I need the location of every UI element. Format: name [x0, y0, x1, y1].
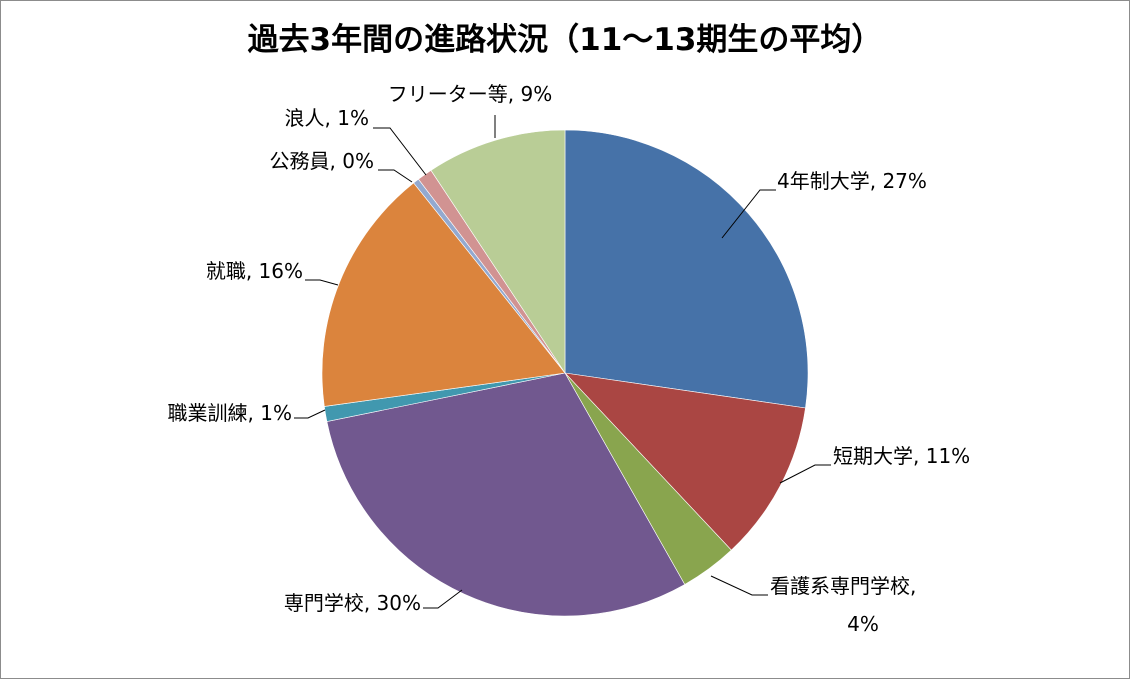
- slice-label-9: フリーター等, 9%: [388, 82, 552, 106]
- leader-line-5: [294, 409, 326, 419]
- leader-line-1: [721, 189, 776, 239]
- slice-label-1: 4年制大学, 27%: [777, 169, 927, 193]
- leader-line-7: [378, 169, 413, 183]
- leader-line-2: [779, 464, 831, 484]
- leader-line-6: [305, 279, 339, 286]
- slice-label-4: 専門学校, 30%: [284, 591, 421, 615]
- chart-title: 過去3年間の進路状況（11～13期生の平均）: [247, 22, 883, 58]
- slice-label-2: 短期大学, 11%: [833, 444, 970, 468]
- leader-line-3: [710, 575, 768, 596]
- pie-slice-9: [430, 129, 566, 374]
- pie-slice-2: [564, 372, 806, 551]
- slice-labels: 4年制大学, 27% 短期大学, 11% 看護系専門学校, 4% 専門学校, 30% 職業…: [168, 82, 971, 636]
- slice-label-8: 浪人, 1%: [285, 106, 369, 130]
- slice-label-7: 公務員, 0%: [270, 149, 374, 173]
- leader-line-8: [373, 127, 427, 176]
- leader-line-4: [423, 589, 463, 609]
- slice-label-3-name: 看護系専門学校,: [770, 574, 916, 598]
- leader-lines: [294, 115, 831, 609]
- slice-label-6: 就職, 16%: [206, 259, 303, 283]
- pie-slice-1: [564, 129, 809, 409]
- pie-slices: [321, 129, 809, 617]
- slice-label-3-value: 4%: [847, 612, 879, 636]
- pie-slice-4: [326, 372, 686, 617]
- pie-slice-6: [321, 182, 566, 407]
- slice-label-5: 職業訓練, 1%: [168, 401, 292, 425]
